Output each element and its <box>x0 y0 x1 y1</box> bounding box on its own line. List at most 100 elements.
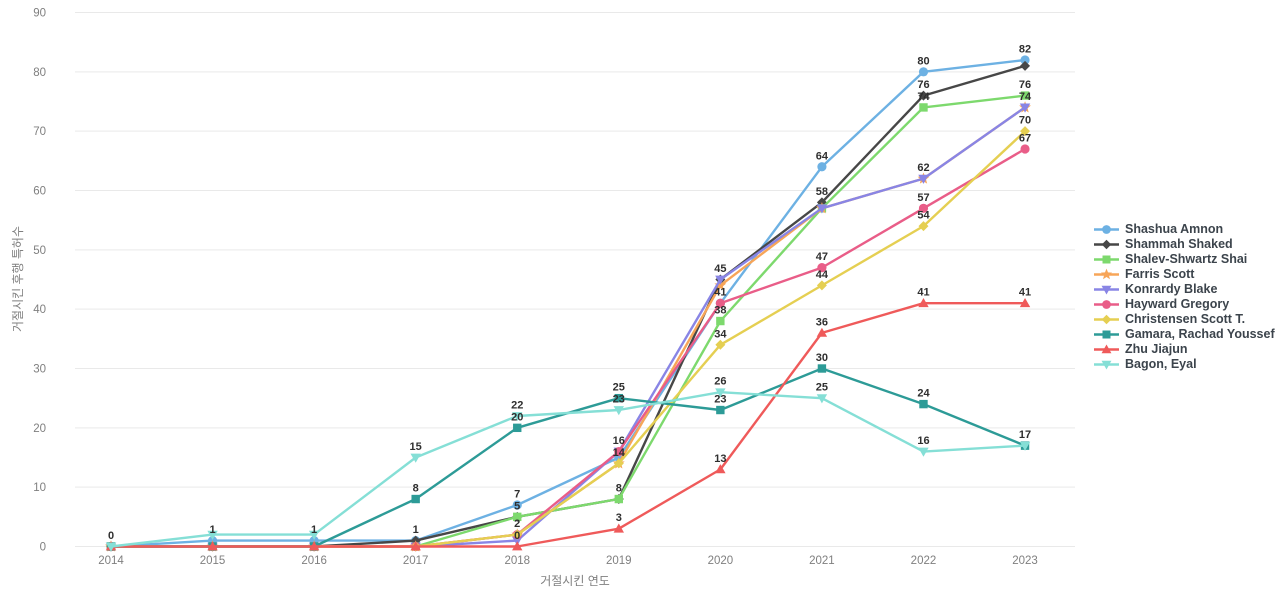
data-point-marker <box>918 447 929 457</box>
data-point-marker <box>512 412 523 422</box>
legend-marker-icon <box>1100 268 1113 280</box>
data-point-marker <box>714 279 727 291</box>
data-point-marker <box>513 512 522 522</box>
point-label: 7 <box>514 488 520 500</box>
data-point-marker <box>817 263 827 273</box>
point-label: 80 <box>917 55 929 67</box>
data-point-marker <box>816 327 828 337</box>
x-tick-label: 2015 <box>200 555 226 567</box>
point-label: 36 <box>816 316 828 328</box>
y-axis-title: 거절시킨 후행 특허수 <box>10 226 25 332</box>
series-line <box>109 129 1027 548</box>
point-label: 13 <box>714 453 726 465</box>
x-tick-label: 2019 <box>606 555 632 567</box>
data-point-marker <box>817 364 827 373</box>
data-point-marker <box>411 494 420 504</box>
point-label: 76 <box>917 79 929 91</box>
point-label: 58 <box>816 186 828 198</box>
legend-item[interactable]: Hayward Gregory <box>1093 297 1275 312</box>
legend-label: Shalev-Shwartz Shai <box>1125 252 1248 266</box>
legend-marker-icon <box>1094 330 1119 339</box>
legend-item[interactable]: Gamara, Rachad Youssef <box>1093 327 1275 342</box>
point-label: 41 <box>1019 287 1031 299</box>
point-label: 64 <box>816 150 829 162</box>
legend-label: Gamara, Rachad Youssef <box>1125 327 1275 341</box>
point-label: 41 <box>714 287 726 299</box>
legend-item[interactable]: Zhu Jiajun <box>1093 342 1275 357</box>
point-label: 17 <box>1019 429 1031 441</box>
point-label: 23 <box>613 394 625 406</box>
point-label: 45 <box>714 263 726 275</box>
data-point-marker <box>816 204 828 214</box>
data-point-marker <box>512 529 523 540</box>
y-tick-label: 80 <box>33 67 46 79</box>
point-label: 41 <box>917 287 929 299</box>
data-point-marker <box>513 423 522 433</box>
y-tick-label: 30 <box>33 364 46 376</box>
data-point-marker <box>918 174 929 184</box>
legend-item[interactable]: Shammah Shaked <box>1093 237 1275 252</box>
legend-item[interactable]: Farris Scott <box>1093 267 1275 282</box>
point-label: 25 <box>613 382 625 394</box>
series-line <box>109 64 1027 548</box>
x-tick-label: 2023 <box>1012 555 1038 567</box>
legend-marker-icon <box>1102 300 1111 309</box>
data-point-marker <box>1020 126 1031 137</box>
y-tick-label: 40 <box>33 304 46 316</box>
legend-label: Shammah Shaked <box>1125 237 1233 251</box>
data-point-marker <box>614 494 623 504</box>
data-point-marker <box>512 536 523 546</box>
legend-label: Christensen Scott T. <box>1125 312 1246 326</box>
data-point-marker <box>919 103 928 112</box>
point-label: 34 <box>714 328 727 340</box>
point-label: 16 <box>613 435 625 447</box>
legend-marker-icon <box>1094 344 1119 354</box>
legend-label: Zhu Jiajun <box>1125 342 1188 356</box>
legend-marker-icon <box>1094 268 1119 280</box>
legend-marker-icon <box>1101 344 1112 354</box>
data-point-marker <box>716 405 725 415</box>
legend-label: Farris Scott <box>1125 267 1195 281</box>
x-tick-label: 2018 <box>504 555 530 567</box>
data-point-marker <box>715 298 725 308</box>
legend-label: Konrardy Blake <box>1125 282 1218 296</box>
legend-item[interactable]: Shalev-Shwartz Shai <box>1093 252 1275 267</box>
x-tick-label: 2022 <box>911 555 937 567</box>
legend-item[interactable]: Christensen Scott T. <box>1093 312 1275 327</box>
data-point-marker <box>816 280 827 291</box>
legend-marker-icon <box>1101 239 1112 250</box>
y-tick-label: 0 <box>40 542 46 554</box>
point-label: 26 <box>714 376 726 388</box>
series-line <box>109 58 1027 548</box>
series-line <box>109 302 1027 548</box>
y-tick-label: 50 <box>33 245 46 257</box>
point-label: 2 <box>514 518 520 530</box>
legend-item[interactable]: Shashua Amnon <box>1093 222 1275 237</box>
point-label: 16 <box>917 435 929 447</box>
point-label: 3 <box>616 512 622 524</box>
legend-marker-icon <box>1102 330 1111 339</box>
x-axis-title: 거절시킨 연도 <box>540 574 610 588</box>
data-point-marker <box>308 541 320 551</box>
legend-item[interactable]: Konrardy Blake <box>1093 282 1275 297</box>
point-label: 1 <box>413 524 419 536</box>
data-point-marker <box>1020 55 1030 65</box>
point-label: 62 <box>917 162 929 174</box>
data-point-marker <box>613 406 624 416</box>
y-tick-label: 20 <box>33 423 46 435</box>
series-line <box>109 391 1027 548</box>
legend-item[interactable]: Bagon, Eyal <box>1093 357 1275 372</box>
legend-label: Hayward Gregory <box>1125 297 1230 311</box>
point-label: 20 <box>511 411 523 423</box>
gridlines <box>75 12 1075 547</box>
point-label: 0 <box>108 530 114 542</box>
point-label: 23 <box>714 394 726 406</box>
data-point-marker <box>919 399 928 409</box>
series-line <box>109 94 1027 548</box>
point-label: 74 <box>917 91 930 103</box>
point-label: 8 <box>413 483 419 495</box>
series-lines <box>105 55 1031 552</box>
point-label: 5 <box>514 500 520 512</box>
point-label: 38 <box>714 305 726 317</box>
